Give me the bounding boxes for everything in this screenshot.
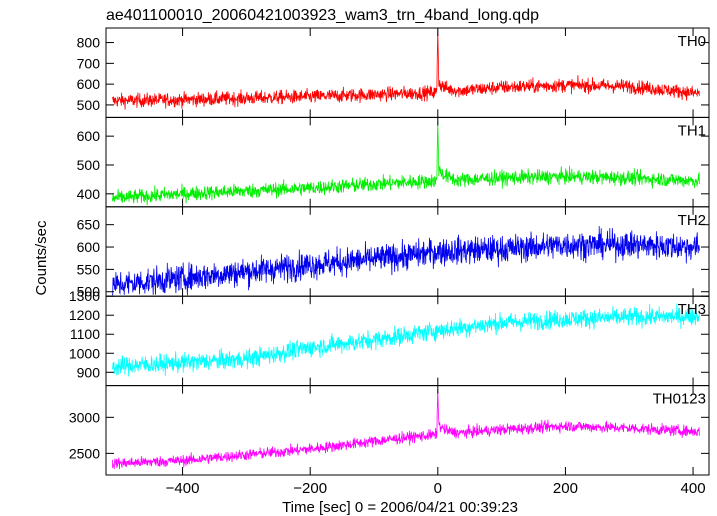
x-tick-label: −400 bbox=[166, 480, 200, 497]
y-tick-label: 600 bbox=[77, 128, 101, 144]
panel-th2: 500 550 600 650 TH2 bbox=[77, 206, 710, 300]
panel-label-th2: TH2 bbox=[678, 212, 706, 229]
panel-label-th1: TH1 bbox=[678, 122, 706, 139]
y-tick-label: 1200 bbox=[69, 307, 100, 323]
y-tick-label: 2500 bbox=[69, 445, 100, 461]
y-tick-label: 500 bbox=[77, 97, 101, 113]
x-tick-label: 400 bbox=[681, 480, 706, 497]
y-axis-label: Counts/sec bbox=[33, 220, 50, 296]
panel-label-th0123: TH0123 bbox=[653, 391, 706, 408]
y-tick-label: 1300 bbox=[69, 288, 100, 304]
x-axis-label: Time [sec] 0 = 2006/04/21 00:39:23 bbox=[282, 499, 518, 516]
x-tick-label: −200 bbox=[293, 480, 327, 497]
panel-frame bbox=[105, 385, 710, 476]
y-tick-label: 550 bbox=[77, 261, 101, 277]
y-tick-label: 650 bbox=[77, 217, 101, 233]
series-line-th1 bbox=[112, 121, 700, 206]
y-tick-label: 600 bbox=[77, 76, 101, 92]
series-line-th0 bbox=[112, 30, 700, 110]
y-tick-label: 600 bbox=[77, 239, 101, 255]
y-tick-label: 700 bbox=[77, 55, 101, 71]
y-tick-label: 500 bbox=[77, 284, 101, 300]
chart-title: ae401100010_20060421003923_wam3_trn_4ban… bbox=[106, 7, 539, 24]
panel-th1: 400 500 600 TH1 bbox=[77, 116, 710, 208]
y-tick-label: 400 bbox=[77, 186, 101, 202]
panels-group: 500 600 700 800 TH0 400 500 600 TH1 500 550 600 650 T… bbox=[69, 27, 710, 476]
panel-label-th0: TH0 bbox=[678, 33, 706, 50]
x-tick-label: 200 bbox=[553, 480, 578, 497]
y-tick-label: 1100 bbox=[70, 326, 100, 342]
y-tick-label: 3000 bbox=[69, 409, 100, 425]
y-tick-label: 900 bbox=[77, 364, 101, 380]
panel-th0: 500 600 700 800 TH0 bbox=[77, 27, 710, 118]
series-line-th3 bbox=[112, 303, 700, 377]
panel-label-th3: TH3 bbox=[678, 301, 706, 318]
y-tick-label: 800 bbox=[77, 35, 101, 51]
series-line-th2 bbox=[112, 226, 700, 296]
x-tick-label: 0 bbox=[434, 480, 442, 497]
y-tick-label: 500 bbox=[77, 157, 101, 173]
y-tick-label: 1000 bbox=[69, 345, 100, 361]
series-line-th0123 bbox=[112, 389, 700, 470]
x-axis: −400 −200 0 200 400 bbox=[166, 480, 706, 497]
panel-th3: 900 1000 1100 1200 1300 TH3 bbox=[69, 288, 710, 387]
panel-th0123: 2500 3000 TH0123 bbox=[69, 385, 710, 476]
